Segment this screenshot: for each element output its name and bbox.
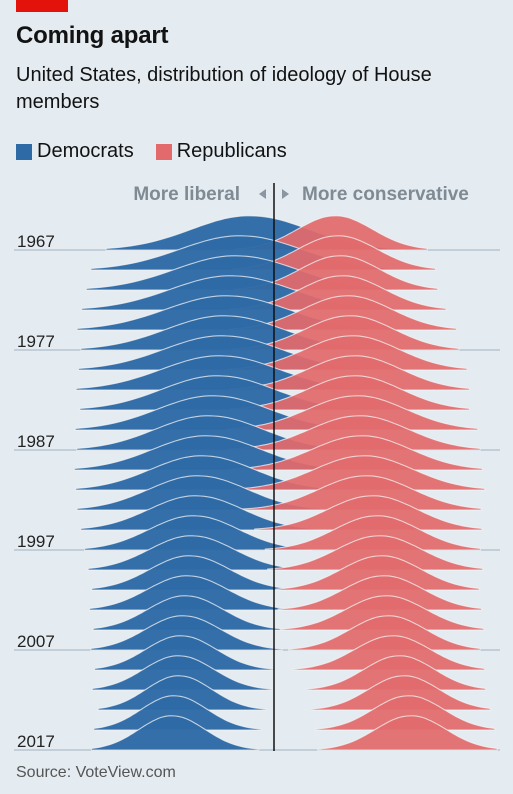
year-labels: 1967 1977 1987 1997 2007 2017 — [17, 232, 55, 751]
year-label-1967: 1967 — [17, 232, 55, 251]
annotation-more-liberal: More liberal — [133, 184, 240, 205]
legend-label-republicans: Republicans — [176, 140, 287, 162]
source-note: Source: VoteView.com — [16, 764, 176, 781]
brand-tag — [16, 0, 68, 12]
ridge-democrats-2001 — [91, 555, 296, 591]
legend-item-republicans: Republicans — [155, 140, 287, 163]
ridge-democrats-1999 — [87, 535, 304, 571]
ridge-republicans-2005 — [279, 595, 485, 631]
ridge-republicans-1993 — [241, 475, 482, 511]
legend: Democrats Republicans — [16, 140, 309, 163]
year-label-2017: 2017 — [17, 732, 55, 751]
ridge-republicans-1981 — [229, 355, 471, 391]
year-label-2007: 2007 — [17, 632, 55, 651]
ridge-democrats-2011 — [91, 655, 273, 691]
arrow-right-icon — [282, 189, 289, 199]
chart-subtitle: United States, distribution of ideology … — [16, 64, 432, 113]
ridge-republicans-1999 — [267, 535, 484, 571]
ridge-republicans-2009 — [292, 635, 486, 671]
ridge-republicans-2003 — [277, 575, 483, 611]
year-label-1987: 1987 — [17, 432, 55, 451]
ridge-democrats-2013 — [97, 675, 267, 711]
legend-swatch-republicans — [155, 143, 172, 160]
ridge-democrats-1997 — [83, 515, 313, 551]
ridge-republicans-1975 — [228, 295, 458, 331]
ridge-republicans-2013 — [310, 675, 491, 711]
ridge-democrats-2005 — [92, 595, 286, 631]
ridge-republicans-1985 — [226, 395, 479, 431]
chart-title: Coming apart — [16, 22, 169, 49]
ridge-republicans-1995 — [254, 495, 483, 531]
ridge-republicans-2017 — [317, 715, 498, 751]
ridge-republicans-2007 — [288, 615, 481, 651]
annotation-more-conservative: More conservative — [302, 184, 469, 205]
ridge-republicans-1987 — [228, 415, 481, 451]
year-label-1997: 1997 — [17, 532, 55, 551]
ridge-democrats-2017 — [90, 715, 260, 751]
ridges — [73, 215, 498, 751]
ridge-republicans-1979 — [227, 335, 468, 371]
legend-item-democrats: Democrats — [16, 140, 134, 163]
ridgeline-chart: More liberal More conservative 196719771… — [14, 183, 500, 751]
ridge-republicans-1989 — [230, 435, 483, 471]
year-label-1977: 1977 — [17, 332, 55, 351]
ridge-republicans-2001 — [275, 555, 480, 591]
ridge-democrats-2015 — [93, 695, 262, 731]
ridge-democrats-2003 — [88, 575, 294, 611]
ridge-republicans-1991 — [232, 455, 486, 491]
ridge-republicans-2011 — [305, 655, 487, 691]
ridge-republicans-1997 — [264, 515, 482, 551]
arrow-left-icon — [259, 189, 266, 199]
ridge-republicans-1977 — [231, 315, 460, 351]
ridge-democrats-2009 — [94, 635, 275, 671]
ridge-republicans-2015 — [314, 695, 496, 731]
legend-label-democrats: Democrats — [37, 140, 134, 162]
ridge-republicans-1983 — [229, 375, 471, 411]
ridge-democrats-2007 — [90, 615, 283, 651]
legend-swatch-democrats — [16, 143, 32, 160]
